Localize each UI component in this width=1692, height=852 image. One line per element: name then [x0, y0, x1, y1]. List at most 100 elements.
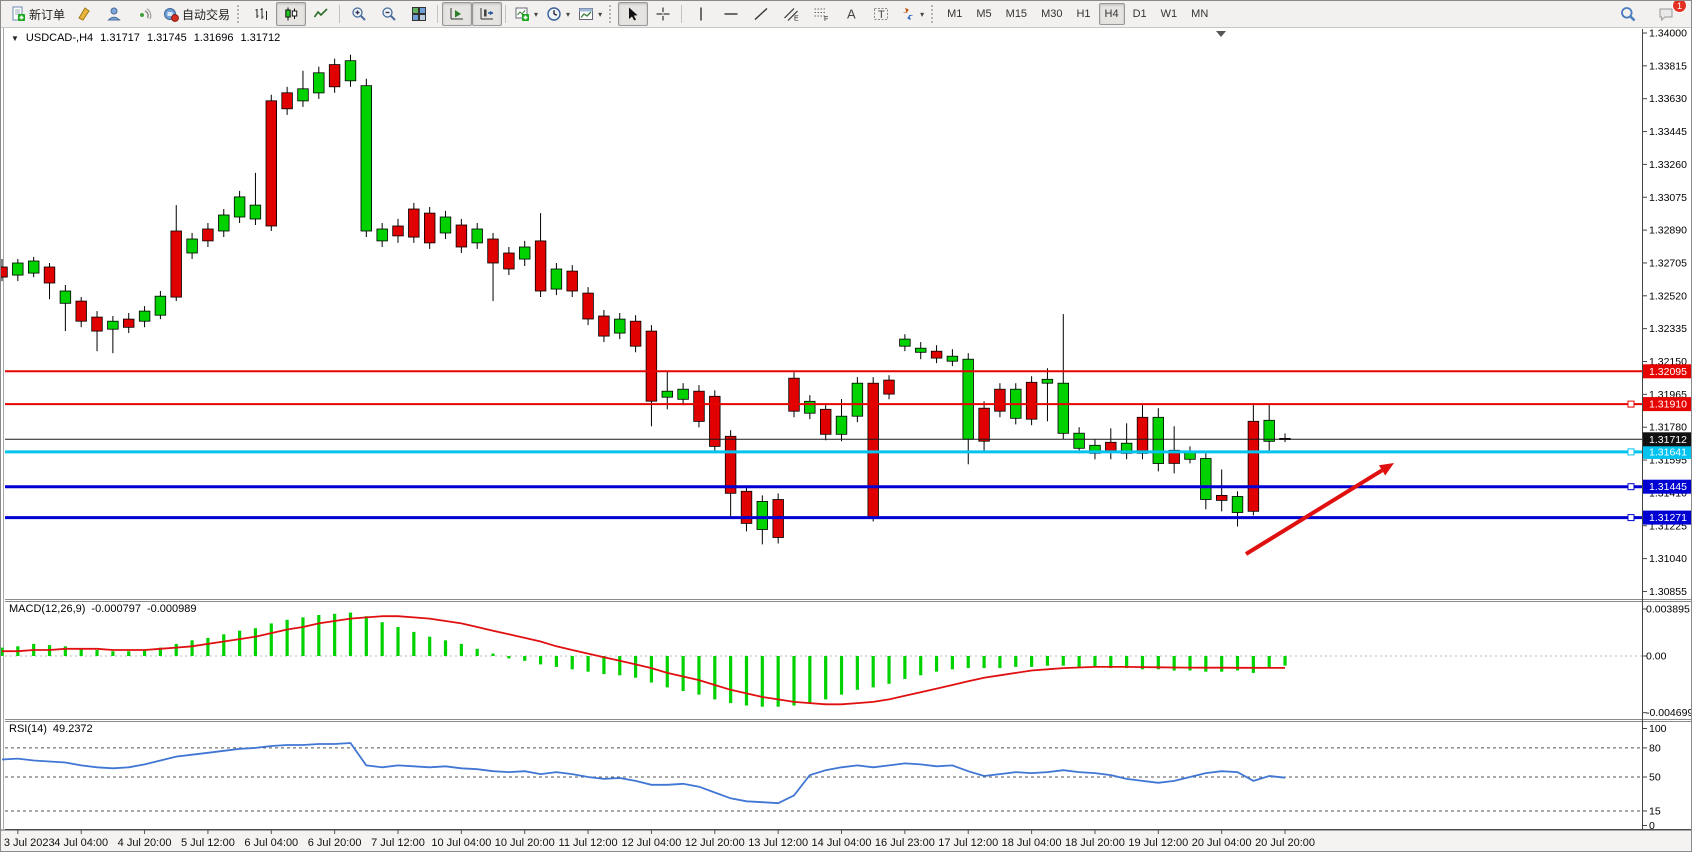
- equidistant-channel-button[interactable]: E: [776, 2, 806, 26]
- chart-shift-marker: [1216, 31, 1226, 37]
- notification-badge: 1: [1672, 1, 1687, 13]
- bar-chart-button[interactable]: [246, 2, 276, 26]
- line-handle[interactable]: [1627, 448, 1635, 456]
- candle-body: [123, 318, 135, 328]
- new-order-button-label: 新订单: [29, 7, 66, 22]
- signal-icon: [140, 8, 152, 20]
- cshift-icon: [480, 8, 494, 20]
- candle-body: [978, 407, 990, 442]
- price-tick-label: 1.33445: [1649, 126, 1687, 138]
- autotrade-icon: [164, 8, 179, 22]
- candle-body: [1216, 494, 1228, 501]
- timeframe-button-m1[interactable]: M1: [947, 8, 963, 20]
- new-order-button[interactable]: 新订单: [6, 2, 69, 26]
- timeframe-button-m5[interactable]: M5: [976, 8, 992, 20]
- time-axis-label: 19 Jul 12:00: [1128, 837, 1188, 849]
- timeframe-button-w1[interactable]: W1: [1160, 8, 1178, 20]
- chart-shift-button[interactable]: [472, 2, 503, 26]
- candle-body: [661, 390, 674, 398]
- search-button[interactable]: [1613, 2, 1643, 26]
- price-tag: [1643, 510, 1691, 525]
- trendline-button[interactable]: [746, 2, 776, 26]
- timeframe-button-h4[interactable]: H4: [1098, 3, 1125, 25]
- macd-tick-label: -0.004699: [1646, 707, 1692, 719]
- candle-body: [233, 196, 246, 218]
- templates-button[interactable]: ▾: [574, 2, 606, 26]
- styler-button[interactable]: [69, 2, 99, 26]
- candle-body: [835, 415, 848, 435]
- symbol-dropdown-icon[interactable]: ▼: [11, 33, 19, 43]
- time-axis-label: 20 Jul 20:00: [1255, 837, 1315, 849]
- candle-body: [598, 315, 610, 337]
- price-tick-label: 1.31780: [1649, 422, 1687, 434]
- profile-button[interactable]: [99, 2, 129, 26]
- trend-arrow-annotation[interactable]: [1244, 463, 1394, 556]
- auto-scroll-button[interactable]: [442, 2, 473, 26]
- crosshair-icon: [656, 7, 670, 21]
- time-axis-label: 6 Jul 04:00: [244, 837, 298, 849]
- price-tag-label: 1.32095: [1649, 366, 1687, 378]
- candle-body: [1057, 382, 1070, 434]
- candle-body: [218, 214, 230, 232]
- line-handle[interactable]: [1627, 514, 1635, 522]
- price-tick-label: 1.33075: [1649, 192, 1687, 204]
- time-axis-label: 6 Jul 20:00: [308, 837, 362, 849]
- time-axis-label: 18 Jul 04:00: [1002, 837, 1062, 849]
- zoom-in-button[interactable]: [344, 2, 374, 26]
- auto-trading-button-label: 自动交易: [182, 7, 231, 22]
- tline-icon: [754, 7, 768, 21]
- timeframe-button-h1[interactable]: H1: [1076, 8, 1091, 20]
- candle-body: [915, 347, 927, 353]
- price-tag: [1643, 364, 1691, 379]
- toolbar: 新订单 自动交易 ▾ ▾ ▾ E F A T ▾ M1 M5 M15 M30 H1 H4 D1 W1 MN 1: [1, 1, 1691, 28]
- candle-body: [12, 262, 24, 276]
- timeframe-button-m15[interactable]: M15: [1005, 8, 1028, 20]
- arrows-button[interactable]: ▾: [896, 2, 928, 26]
- candle-body: [519, 246, 531, 260]
- candle-body: [503, 252, 515, 270]
- candlestick-chart-button[interactable]: [276, 2, 307, 26]
- auto-trading-button[interactable]: 自动交易: [159, 2, 234, 26]
- price-tick-label: 1.32705: [1649, 257, 1687, 269]
- rsi-tick-label: 15: [1649, 805, 1661, 817]
- timeframe-button-mn[interactable]: MN: [1191, 8, 1209, 20]
- timeframe-button-d1[interactable]: D1: [1132, 8, 1147, 20]
- tile-windows-button[interactable]: [404, 2, 434, 26]
- rsi-line: [1, 742, 1286, 805]
- toolbar-separator: [339, 5, 341, 23]
- price-tag-label: 1.31910: [1649, 399, 1687, 411]
- text-label-button[interactable]: T: [866, 2, 896, 26]
- clock-icon: [547, 7, 561, 21]
- new-chart-button[interactable]: ▾: [510, 2, 542, 26]
- cursor-button[interactable]: [618, 2, 649, 26]
- candle-body: [724, 435, 737, 494]
- zoom-out-button[interactable]: [374, 2, 404, 26]
- crosshair-button[interactable]: [648, 2, 678, 26]
- cursor-icon: [629, 7, 638, 21]
- candle-body: [59, 290, 72, 304]
- horizontal-line-button[interactable]: [716, 2, 746, 26]
- candle-body: [1136, 416, 1149, 454]
- periods-button[interactable]: ▾: [542, 2, 574, 26]
- candle-body: [1041, 378, 1054, 384]
- vertical-line-button[interactable]: [686, 2, 716, 26]
- toolbar-separator: [505, 5, 507, 23]
- notifications-button[interactable]: 1: [1651, 1, 1687, 26]
- price-tag: [1643, 479, 1691, 494]
- rsi-pane: 100 80 50 15 0: [1, 723, 1667, 832]
- horizontal-lines: 1.32095 1.31910 1.31641 1.31445 1.31271 1.317…: [5, 364, 1691, 525]
- text-button[interactable]: A: [836, 2, 866, 26]
- fibonacci-button[interactable]: F: [806, 2, 836, 26]
- textT-icon: T: [874, 8, 889, 21]
- candle-body: [138, 310, 151, 322]
- line-handle[interactable]: [1627, 400, 1635, 408]
- price-tick-label: 1.30855: [1649, 586, 1687, 598]
- line-handle[interactable]: [1627, 483, 1635, 491]
- candle-body: [360, 85, 373, 232]
- signals-button[interactable]: [129, 2, 159, 26]
- vline-icon: [700, 7, 702, 21]
- time-axis-label: 16 Jul 23:00: [875, 837, 935, 849]
- line-chart-button[interactable]: [306, 2, 336, 26]
- timeframe-button-m30[interactable]: M30: [1041, 8, 1063, 20]
